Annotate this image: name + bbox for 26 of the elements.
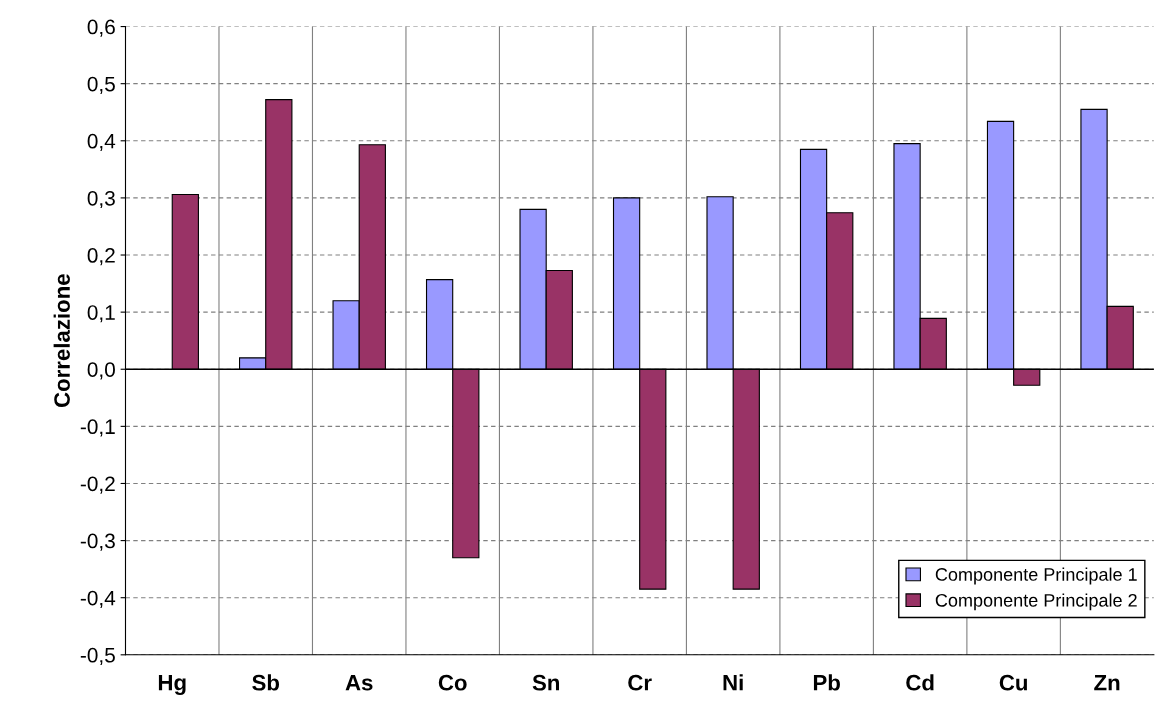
x-tick-label: Sb	[252, 674, 280, 691]
y-tick-label: 0,4	[87, 133, 116, 152]
y-tick-label: -0,4	[80, 590, 116, 608]
y-axis-title: Correlazione	[53, 274, 70, 408]
x-tick-label: Hg	[158, 674, 186, 695]
x-tick-label: Cr	[628, 674, 652, 691]
y-tick-label: 0,2	[87, 248, 115, 266]
y-tick-label: 0,1	[87, 305, 115, 323]
legend-label: Componente Principale 2	[935, 593, 1137, 611]
y-tick-label: -0,3	[80, 533, 115, 551]
x-tick-label: Cu	[999, 674, 1027, 691]
y-tick-label: -0,5	[80, 647, 115, 666]
x-tick-label: Co	[438, 674, 467, 691]
y-tick-label: 0,0	[87, 362, 115, 380]
x-tick-label: Cd	[906, 674, 934, 691]
y-tick-label: 0,3	[87, 190, 115, 209]
y-tick-label: -0,2	[80, 476, 115, 494]
y-tick-label: 0,6	[87, 19, 115, 37]
legend-label: Componente Principale 1	[935, 567, 1137, 585]
x-tick-label: Pb	[813, 674, 840, 691]
x-tick-label: Ni	[723, 674, 743, 691]
y-tick-label: 0,5	[87, 76, 115, 94]
y-tick-label: -0,1	[80, 419, 115, 437]
x-tick-label: Zn	[1094, 675, 1120, 691]
x-tick-label: Sn	[532, 674, 560, 691]
x-tick-label: As	[345, 675, 373, 691]
